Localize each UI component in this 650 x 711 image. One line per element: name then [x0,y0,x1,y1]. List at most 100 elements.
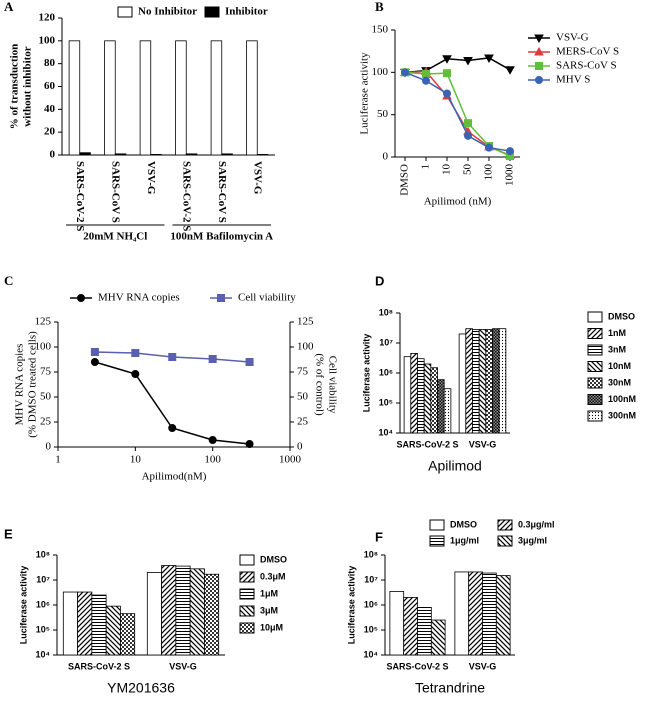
legend-label: 1μg/ml [450,535,479,545]
x-tick-label: 10 [130,454,142,466]
axis-label: YM201636 [107,680,175,696]
legend-label: DMSO [608,311,635,321]
axis-label: Cell viability [326,356,338,414]
bar [492,328,500,434]
bar [104,40,116,156]
y-tick-label: 100 [35,341,52,353]
bar [423,363,432,434]
y-tick-label: 25 [297,416,309,428]
x-tick-label: VSV-G [252,161,264,195]
legend-label: 0.3μM [260,571,286,581]
bar [68,40,81,156]
y-tick-label: 10⁸ [36,549,50,559]
bar [189,568,205,656]
axis-label: Luciferase activity [18,566,28,645]
marker [245,358,254,366]
axis-label: Apilimod (nM) [424,196,492,208]
x-tick-label: VSV-G [145,161,157,195]
marker [464,119,472,128]
x-tick-label: SARS-CoV-2 S [181,161,193,231]
y-tick-label: 0 [46,441,52,453]
axis-label: Luciferase activity [359,52,371,135]
series-line [404,57,511,74]
x-tick-label: DMSO [399,164,411,196]
legend-label: 300nM [608,410,636,420]
legend-swatch [587,394,603,405]
legend-swatch [239,605,255,617]
legend-marker [535,76,543,84]
bar [389,590,405,656]
y-tick-label: 75 [40,366,52,378]
marker [464,131,472,140]
panel-letter: C [4,273,13,288]
marker [131,349,140,357]
x-tick-label: 1000 [279,454,302,466]
legend-label: 3μg/ml [518,535,547,545]
marker [463,56,473,66]
bar [185,153,198,156]
legend-swatch [239,622,255,634]
marker [208,436,217,444]
bar [120,613,136,656]
legend-swatch [587,361,603,372]
bar [417,607,432,656]
bar [246,40,258,156]
panel-letter: E [4,526,13,541]
bar [430,367,438,434]
legend-swatch [587,410,603,422]
x-tick-label: SARS-CoV-2 S [386,661,448,671]
y-tick-label: 60 [44,80,56,92]
bar [465,328,473,434]
marker [168,353,177,361]
bar [482,572,497,656]
bar [150,154,162,156]
x-tick-label: 10 [441,164,453,176]
legend-swatch [587,328,603,339]
y-tick-label: 10⁷ [36,574,50,584]
x-tick-label: 1 [55,454,61,466]
legend-label: VSV-G [556,32,589,44]
x-tick-label: VSV-G [469,439,497,449]
x-tick-label: VSV-G [469,661,497,671]
bar [403,356,412,434]
y-tick-label: 10⁵ [364,624,378,634]
panel-letter: B [375,0,384,14]
chart-panel: B 0 50 100 150 DMSO 1 10 50 100 1000 Luciferase act… [359,0,620,208]
axis-label: Luciferase activity [361,334,371,413]
axis-label: (% DMSO treated cells) [27,331,39,438]
y-tick-label: 10⁶ [364,599,378,609]
bar [105,605,121,656]
bar [62,591,78,656]
y-tick-label: 125 [35,316,52,328]
legend-marker [535,62,543,70]
y-tick-label: 40 [44,103,56,115]
marker [484,54,494,63]
marker [245,440,254,448]
legend-label: Cell viability [238,292,296,304]
x-tick-label: SARS-CoV-2 S [74,161,86,231]
panel-letter: A [4,0,14,14]
y-tick-label: 10⁵ [379,397,393,407]
bar [458,333,467,434]
axis-label: Tetrandrine [415,680,485,696]
y-tick-label: 10⁴ [379,427,393,437]
marker [401,68,409,77]
bar [79,152,91,156]
y-tick-label: 100 [297,341,314,353]
y-tick-label: 10⁵ [36,624,50,634]
legend-label: 1μM [260,588,278,598]
y-tick-label: 0 [50,149,56,161]
marker [168,424,177,432]
y-tick-label: 50 [377,108,389,120]
x-tick-label: 100 [204,454,221,466]
y-tick-label: 10⁷ [364,574,378,584]
y-tick-label: 0 [297,441,303,453]
marker [485,143,493,152]
chart-panel: F 10⁴ 10⁵ 10⁶ 10⁷ 10⁸ SARS-CoV-2 S VSV-G Lucifer… [346,519,554,695]
legend-swatch [239,554,255,566]
legend-marker [534,46,544,56]
axis-label: without inhibitor [22,46,34,126]
x-tick-label: SARS-CoV S [110,161,122,223]
y-tick-label: 10⁸ [379,307,393,317]
bar [175,40,187,156]
